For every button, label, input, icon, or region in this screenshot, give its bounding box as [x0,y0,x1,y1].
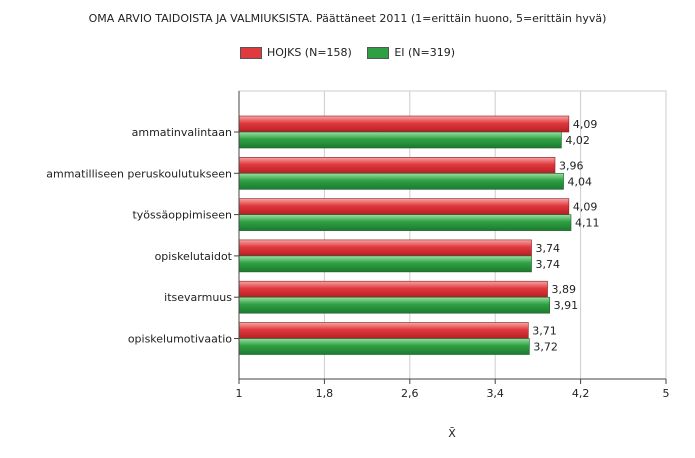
data-label: 3,74 [535,242,560,255]
data-label: 4,11 [575,217,600,230]
axes [234,91,667,384]
legend-swatch-ei [367,46,390,59]
legend-item-ei: EI (N=319) [367,46,455,59]
bar-ei [238,173,564,190]
data-label: 4,09 [573,201,598,214]
data-label: 4,09 [573,118,598,131]
x-tick-label: 1 [236,387,243,400]
category-label: ammatinvalintaan [132,126,232,139]
data-label: 3,96 [559,159,584,172]
x-tick-label: 2,6 [401,387,419,400]
data-label: 3,74 [535,258,560,271]
bars [238,115,572,355]
data-label: 3,72 [533,341,558,354]
bar-ei [238,131,562,149]
x-tick-label: 5 [663,387,670,400]
category-label: ammatilliseen peruskoulutukseen [46,167,232,180]
legend: HOJKS (N=158) EI (N=319) [0,46,695,62]
bar-hojks [238,239,532,257]
bar-ei [238,338,530,355]
x-axis-label: X̄ [448,427,456,440]
category-label: itsevarmuus [164,291,232,304]
bar-hojks [238,157,556,174]
bar-ei [238,255,532,273]
legend-label-hojks: HOJKS (N=158) [266,46,352,59]
bar-hojks [238,280,548,298]
legend-item-hojks: HOJKS (N=158) [239,46,352,59]
x-tick-label: 4,2 [572,387,590,400]
category-label: opiskelutaidot [155,250,233,263]
bar-hojks [238,322,529,339]
legend-label-ei: EI (N=319) [394,46,456,59]
x-tick-label: 3,4 [486,387,504,400]
data-label: 3,91 [554,299,579,312]
data-label: 3,89 [552,283,577,296]
labels: 1 1,8 2,6 3,4 4,2 5 ammatinvalintaan 4,09 4,02 am… [46,118,669,400]
bar-ei [238,296,550,314]
category-label: opiskelumotivaatio [128,333,232,346]
chart-title: OMA ARVIO TAIDOISTA JA VALMIUKSISTA. Pää… [88,12,607,25]
data-label: 3,71 [532,325,557,338]
legend-swatch-hojks [239,46,262,59]
data-label: 4,04 [568,175,593,188]
bar-hojks [238,198,570,215]
x-tick-label: 1,8 [316,387,334,400]
category-label: työssäoppimiseen [132,209,232,222]
bar-ei [238,214,572,231]
data-label: 4,02 [565,134,590,147]
bar-hojks [238,115,570,133]
